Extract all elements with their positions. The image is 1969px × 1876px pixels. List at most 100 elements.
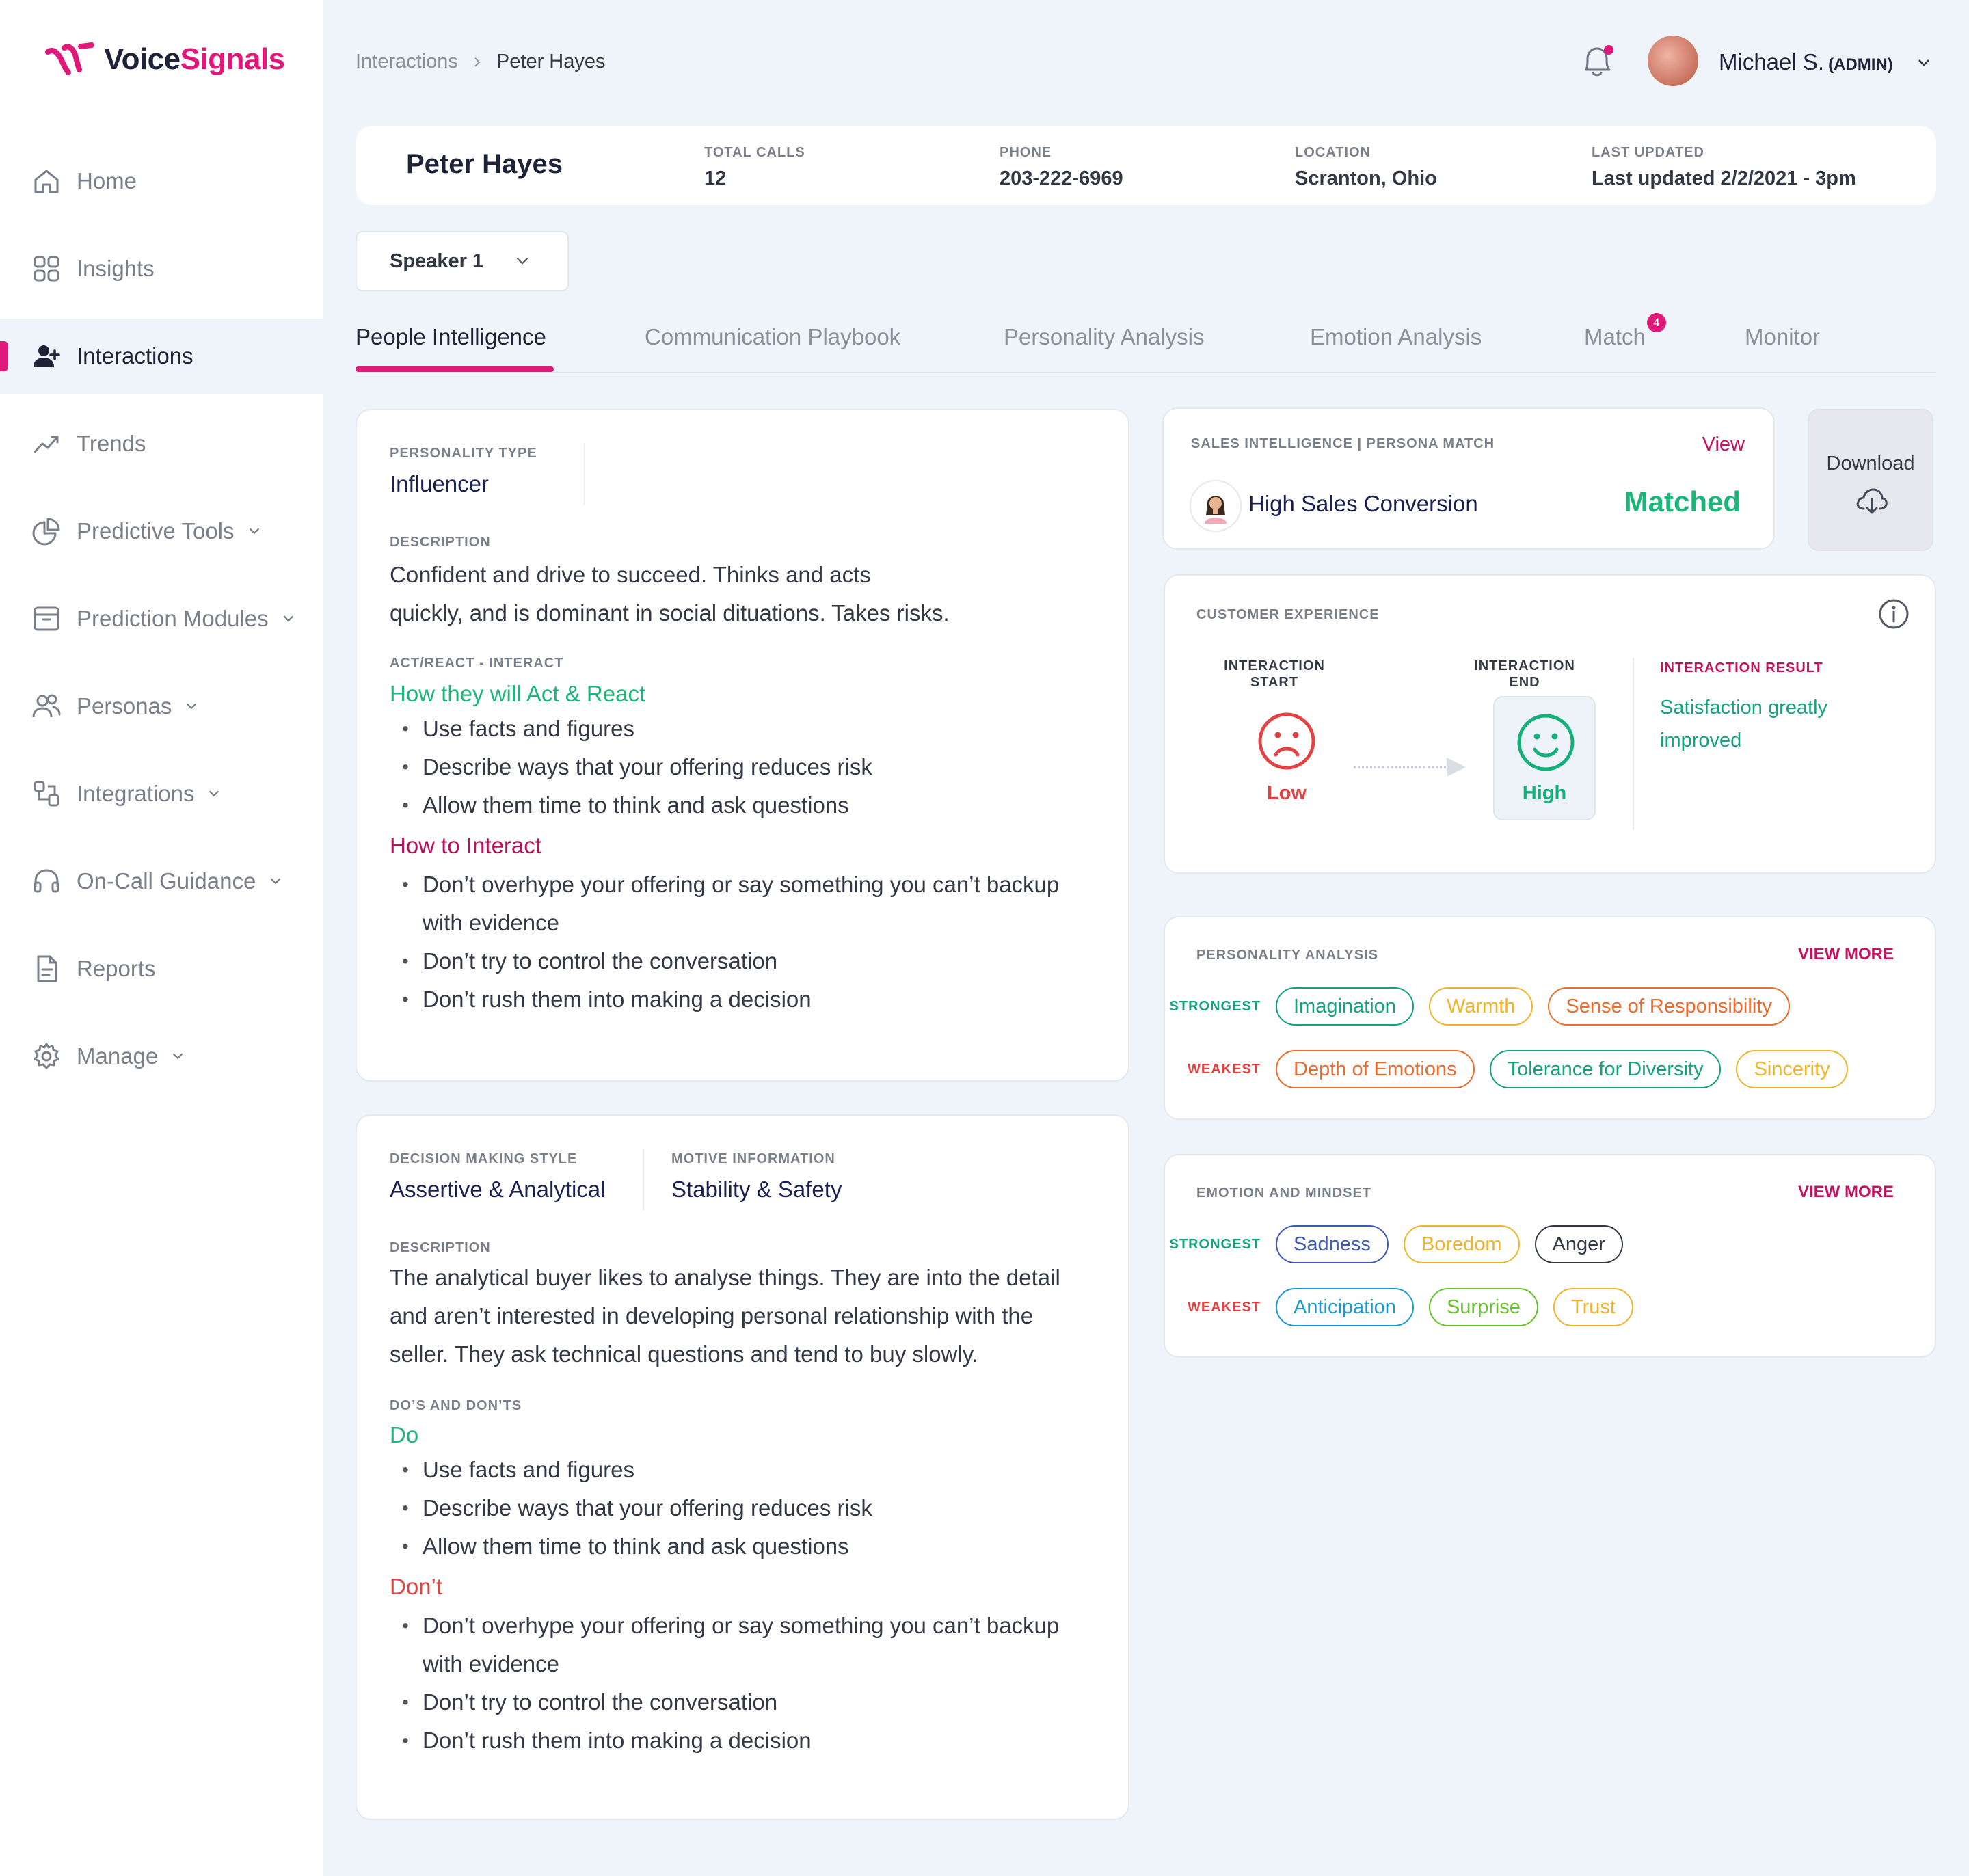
personality-type-value: Influencer: [390, 471, 489, 496]
tab-bar: People Intelligence Communication Playbo…: [356, 313, 1936, 373]
tab-people-intelligence[interactable]: People Intelligence: [356, 324, 546, 349]
tag-pill[interactable]: Depth of Emotions: [1276, 1050, 1475, 1088]
info-icon[interactable]: [1877, 598, 1910, 634]
strongest-label: STRONGEST: [1169, 1236, 1261, 1252]
tag-pill[interactable]: Sadness: [1276, 1225, 1389, 1263]
tag-pill[interactable]: Sense of Responsibility: [1548, 987, 1790, 1026]
sidebar-item-insights[interactable]: Insights: [0, 231, 323, 306]
download-label: Download: [1826, 453, 1915, 474]
list-item: Use facts and figures: [390, 1451, 1114, 1489]
logo-text-signals: Signals: [180, 42, 286, 76]
tag-pill[interactable]: Surprise: [1428, 1288, 1538, 1326]
tag-pill[interactable]: Warmth: [1428, 987, 1533, 1026]
tag-pill[interactable]: Anticipation: [1276, 1288, 1414, 1326]
phone-label: PHONE: [1000, 145, 1052, 160]
sidebar-item-prediction-modules[interactable]: Prediction Modules: [0, 581, 323, 656]
personality-type-label: PERSONALITY TYPE: [390, 446, 537, 461]
sidebar-item-predictive-tools[interactable]: Predictive Tools: [0, 494, 323, 569]
view-link[interactable]: View: [1702, 433, 1745, 455]
speaker-select[interactable]: Speaker 1: [356, 231, 569, 291]
motive-value: Stability & Safety: [671, 1177, 842, 1202]
tab-match[interactable]: Match 4: [1584, 313, 1666, 350]
user-add-icon: [31, 341, 62, 371]
tag-pill[interactable]: Boredom: [1403, 1225, 1520, 1263]
do-list: Use facts and figures Describe ways that…: [390, 1451, 1114, 1566]
label-line: INTERACTION: [1474, 658, 1575, 673]
sidebar-item-personas[interactable]: Personas: [0, 669, 323, 744]
interaction-start-value: Low: [1267, 782, 1307, 804]
weakest-emotions: Anticipation Surprise Trust: [1276, 1288, 1648, 1326]
how-to-interact-list: Don’t overhype your offering or say some…: [390, 866, 1087, 1019]
strongest-label: STRONGEST: [1169, 998, 1261, 1014]
weakest-emotions-row: WEAKEST Anticipation Surprise Trust: [1165, 1288, 1648, 1326]
decision-style-label: DECISION MAKING STYLE: [390, 1151, 578, 1166]
tab-personality-analysis[interactable]: Personality Analysis: [1004, 324, 1205, 349]
list-item: Use facts and figures: [390, 710, 1101, 748]
download-button[interactable]: Download: [1808, 409, 1933, 551]
dos-donts-label: DO’S AND DON’TS: [390, 1398, 522, 1413]
sidebar-item-label: Home: [77, 168, 137, 193]
chevron-down-icon: [268, 874, 283, 889]
arrow-right-icon: [1354, 753, 1470, 784]
view-more-link[interactable]: VIEW MORE: [1797, 945, 1894, 963]
act-react-heading: How they will Act & React: [390, 681, 646, 706]
sidebar-item-on-call-guidance[interactable]: On-Call Guidance: [0, 844, 323, 919]
sidebar-item-manage[interactable]: Manage: [0, 1019, 323, 1094]
location-label: LOCATION: [1295, 145, 1371, 160]
list-item: Describe ways that your offering reduces…: [390, 1489, 1114, 1527]
notification-bell-icon[interactable]: [1579, 42, 1615, 81]
how-to-interact-heading: How to Interact: [390, 833, 541, 858]
headset-icon: [31, 866, 62, 896]
logo[interactable]: VoiceSignals: [45, 42, 285, 77]
happy-face-icon: [1516, 712, 1576, 776]
decision-making-card: DECISION MAKING STYLE Assertive & Analyt…: [356, 1114, 1129, 1820]
tab-communication-playbook[interactable]: Communication Playbook: [645, 324, 901, 349]
chevron-right-icon: [470, 55, 484, 69]
sad-face-icon: [1257, 711, 1317, 775]
list-item: Don’t try to control the conversation: [390, 942, 1087, 980]
tab-emotion-analysis[interactable]: Emotion Analysis: [1310, 324, 1482, 349]
archive-icon: [31, 604, 62, 634]
sidebar-item-home[interactable]: Home: [0, 144, 323, 219]
strongest-traits: Imagination Warmth Sense of Responsibility: [1276, 987, 1805, 1026]
tag-pill[interactable]: Imagination: [1276, 987, 1414, 1026]
interaction-result-value: Satisfaction greatly improved: [1660, 691, 1827, 757]
sidebar-item-label: Interactions: [77, 343, 193, 368]
tag-pill[interactable]: Trust: [1553, 1288, 1633, 1326]
document-icon: [31, 954, 62, 984]
sidebar-item-integrations[interactable]: Integrations: [0, 756, 323, 831]
contact-header-card: Peter Hayes TOTAL CALLS 12 PHONE 203-222…: [356, 126, 1936, 205]
sidebar-item-interactions[interactable]: Interactions: [0, 319, 323, 394]
total-calls-field: TOTAL CALLS 12: [704, 145, 805, 190]
list-item: Describe ways that your offering reduces…: [390, 748, 1101, 786]
breadcrumb-current: Peter Hayes: [496, 51, 606, 72]
user-name[interactable]: Michael S. (ADMIN): [1719, 49, 1893, 75]
breadcrumb-parent[interactable]: Interactions: [356, 51, 458, 72]
total-calls-value: 12: [704, 168, 727, 189]
interaction-end-value: High: [1522, 782, 1567, 804]
avatar[interactable]: [1648, 36, 1698, 86]
last-updated-label: LAST UPDATED: [1592, 145, 1704, 160]
match-count-badge: 4: [1646, 313, 1666, 332]
sidebar-item-reports[interactable]: Reports: [0, 931, 323, 1006]
view-more-link[interactable]: VIEW MORE: [1797, 1183, 1894, 1201]
list-item: Don’t overhype your offering or say some…: [390, 866, 1087, 942]
tag-pill[interactable]: Sincerity: [1736, 1050, 1848, 1088]
strongest-traits-row: STRONGEST Imagination Warmth Sense of Resp…: [1165, 987, 1805, 1026]
chevron-down-icon[interactable]: [1916, 55, 1932, 75]
weakest-label: WEAKEST: [1188, 1299, 1261, 1315]
chevron-down-icon: [170, 1049, 185, 1064]
contact-name: Peter Hayes: [406, 149, 563, 179]
tab-monitor[interactable]: Monitor: [1745, 324, 1821, 349]
interaction-end-label: INTERACTION END: [1470, 658, 1579, 691]
sidebar-item-trends[interactable]: Trends: [0, 406, 323, 481]
chevron-down-icon: [184, 699, 199, 714]
logo-text-voice: Voice: [104, 42, 180, 76]
tag-pill[interactable]: Tolerance for Diversity: [1489, 1050, 1722, 1088]
emotion-mindset-card: EMOTION AND MINDSET VIEW MORE STRONGEST …: [1164, 1154, 1936, 1358]
act-react-list: Use facts and figures Describe ways that…: [390, 710, 1101, 825]
result-line: Satisfaction greatly: [1660, 697, 1828, 719]
divider: [1633, 658, 1634, 830]
personality-type-card: PERSONALITY TYPE Influencer DESCRIPTION …: [356, 409, 1129, 1082]
tag-pill[interactable]: Anger: [1534, 1225, 1623, 1263]
